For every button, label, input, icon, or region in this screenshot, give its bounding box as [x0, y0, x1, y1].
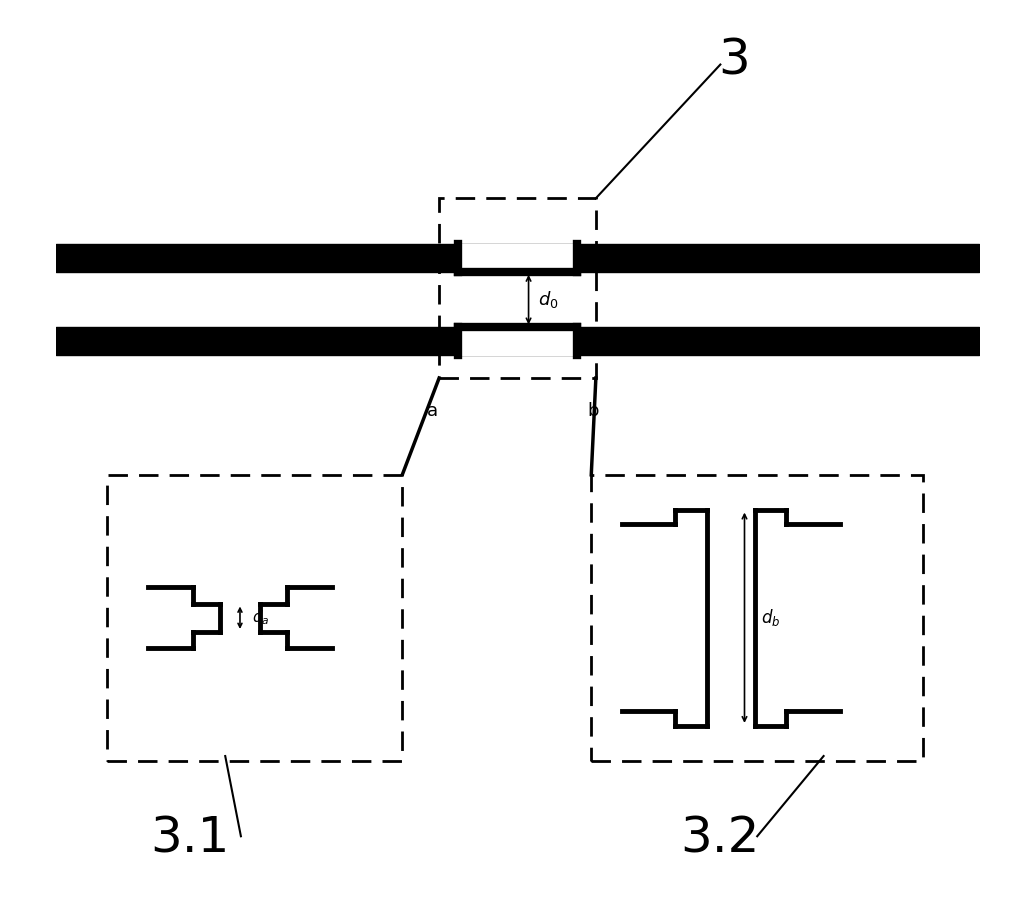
Text: $d_b$: $d_b$ — [761, 608, 780, 628]
Bar — [108, 475, 403, 761]
Text: 3.1: 3.1 — [150, 814, 230, 862]
Text: $d_0$: $d_0$ — [538, 290, 559, 310]
Text: b: b — [587, 401, 599, 420]
Text: 3: 3 — [718, 37, 750, 85]
Bar — [439, 198, 596, 378]
Bar — [591, 475, 923, 761]
Text: $d_a$: $d_a$ — [252, 609, 269, 627]
Text: 3.2: 3.2 — [681, 814, 760, 862]
Text: a: a — [427, 401, 438, 420]
